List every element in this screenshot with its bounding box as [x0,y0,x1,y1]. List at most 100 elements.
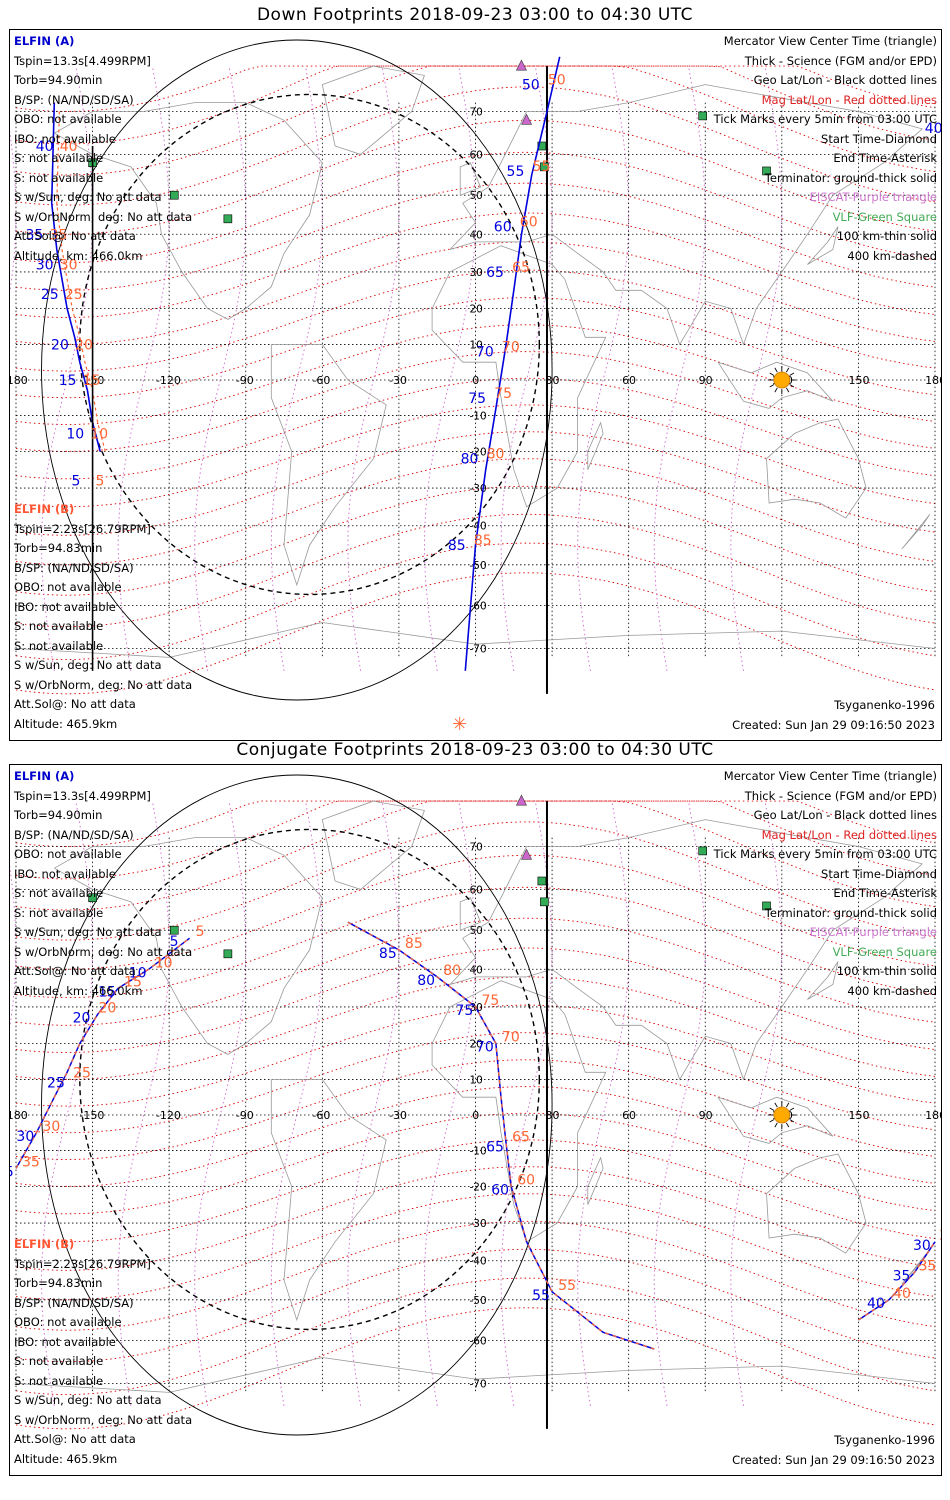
elfin-b-tick-label: 70 [502,340,520,356]
sun-ray [789,1119,795,1123]
elfin-a-tick-label: 60 [494,220,512,236]
elfin-a-conj-label: 40 [867,1296,885,1312]
elfin-b-conj-label: 70 [502,1030,520,1046]
coastline [15,622,936,658]
mag-lat-line [15,151,936,264]
elfin-b-conj-label: 40 [893,1286,911,1302]
vlf-square [540,162,549,172]
legend-line: Mag Lat/Lon - Red dotted lines [761,827,937,842]
coastline [54,102,323,320]
elfin-b-conj-label: 35 [919,1258,937,1274]
conj-model-label: Tsyganenko-1996 [834,1433,935,1447]
info-line: B/SP: (NA/ND/SD/SA) [14,560,134,575]
lat-tick-label: -10 [470,411,487,423]
legend-line: Mercator View Center Time (triangle) [723,34,937,48]
coastline [587,421,604,470]
mag-lat-line [15,65,936,145]
lon-tick-label: 60 [622,374,636,387]
info-line: B/SP: (NA/ND/SD/SA) [14,1295,134,1310]
vlf-square [88,893,97,903]
lat-tick-label: 20 [470,1039,483,1051]
lat-tick-label: -50 [470,560,487,572]
legend-line: 100 km-thin solid [836,964,937,978]
lat-tick-label: 40 [470,964,483,976]
conj-elfin-b-info: ELFIN (B) Tspin=2.23s[26.79RPM] Torb=94.… [14,1235,192,1469]
elfin-a-conj-label: 35 [10,1164,14,1180]
elfin-a-track-west [50,102,101,452]
down-elfin-b-info: ELFIN (B) Tspin=2.23s[26.79RPM] Torb=94.… [14,500,192,734]
elfin-a-conj-label: 55 [532,1288,550,1304]
elfin-b-conj-label: 20 [99,1000,117,1016]
lat-tick-label: 10 [470,1074,483,1086]
info-line: S: not available [14,905,104,920]
sun-ray [774,367,778,373]
elfin-b-conj-label: 85 [405,936,423,952]
elfin-a-tick-label: 85 [448,538,466,554]
elfin-b-conj-label: 75 [482,993,500,1009]
info-line: S w/OrbNorm, deg: No att data [14,677,193,692]
conj-map-graphic: -180-150-120-90-60-300306090120150180706… [10,774,941,1436]
elfin-b-conj-label: 5 [196,924,205,940]
info-line: S w/OrbNorm, deg: No att data [14,1412,193,1427]
mag-lon-line [653,801,706,1406]
elfin-a-label: ELFIN (A) [14,769,75,783]
legend-line: 100 km-thin solid [836,229,937,243]
sun-ray [774,1102,778,1108]
elfin-b-tick-label: 10 [90,426,108,442]
info-line: Att.Sol@: No att data [14,964,136,978]
fov-100km [41,39,553,701]
legend-line: Geo Lat/Lon - Black dotted lines [753,73,937,87]
mag-lat-line [15,1248,936,1363]
legend-line: VLF-Green Square [832,209,937,224]
info-line: IBO: not available [14,866,116,881]
coastline [431,980,607,1243]
lon-tick-label: 180 [925,1109,941,1122]
mag-lon-line [423,801,476,1406]
coastline [807,226,839,265]
vlf-square [762,166,771,176]
mag-lat-line [15,1220,936,1331]
coastline [766,1153,867,1254]
mag-lon-line [500,66,553,671]
mag-lat-line [15,485,936,596]
sun-ray [769,372,775,376]
lat-tick-label: 70 [470,107,483,119]
coastline [449,819,924,1081]
elfin-b-tick-label: 85 [474,533,492,549]
info-line: S: not available [14,619,104,633]
elfin-a-label: ELFIN (A) [14,34,75,48]
elfin-a-tick-label: 5 [71,474,80,490]
down-model-label: Tsyganenko-1996 [834,698,935,712]
info-line: S w/Sun, deg: No att data [14,1393,162,1407]
info-line: OBO: not available [14,1315,122,1329]
lat-tick-label: -70 [470,644,487,656]
elfin-a-tick-label: 20 [51,337,69,353]
info-line: S: not available [14,886,104,900]
info-line: S w/OrbNorm, deg: No att data [14,209,193,224]
lat-tick-label: 50 [470,925,483,937]
elfin-a-conj-label: 30 [16,1129,34,1145]
vlf-square [169,925,179,935]
info-line: S w/Sun, deg: No att data [14,190,162,204]
lon-tick-label: 150 [849,1109,870,1122]
legend-line: 400 km-dashed [847,248,937,263]
lon-tick-label: -180 [10,1109,28,1122]
mag-lat-line [15,886,936,999]
mag-lon-line [500,801,553,1406]
coastline [431,245,607,508]
info-line: S: not available [14,638,104,653]
elfin-b-conj-label: 35 [22,1154,40,1170]
elfin-b-tick-label: 40 [60,139,78,155]
elfin-b-tick-label: 65 [512,260,530,276]
info-line: S w/Sun, deg: No att data [14,658,162,672]
elfin-a-conj-label: 5 [170,934,179,950]
info-line: Torb=94.83min [14,1276,103,1290]
lon-tick-label: -60 [312,1109,330,1122]
eiscat-triangle [515,794,527,806]
mag-lat-line [15,297,936,399]
legend-line: Terminator: ground-thick solid [764,170,937,185]
down-panel-title: Down Footprints 2018-09-23 03:00 to 04:3… [256,5,694,25]
legend-line: Thick - Science (FGM and/or EPD) [744,788,937,803]
info-line: OBO: not available [14,580,122,594]
eiscat-triangle [521,848,533,860]
